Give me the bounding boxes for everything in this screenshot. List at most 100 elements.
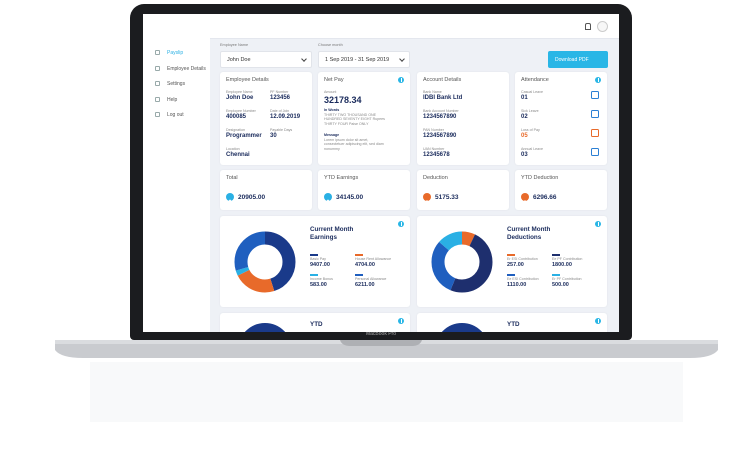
select-value: John Doe	[227, 57, 251, 63]
breakdown-title: Current Month Earnings	[310, 226, 354, 241]
legend-swatch	[355, 274, 363, 276]
legend-value: 500.00	[552, 282, 569, 288]
nav-item[interactable]: Settings	[167, 81, 186, 87]
arrow	[522, 200, 528, 205]
nav-item[interactable]: Help	[167, 96, 178, 103]
nav-item[interactable]: Log out	[167, 112, 184, 118]
donut-top	[435, 323, 489, 332]
legend-value: 1800.00	[552, 262, 572, 268]
field-value: 1234567890	[423, 133, 457, 139]
legend-swatch	[310, 274, 318, 276]
card-title: Attendance	[521, 77, 549, 83]
field-label: PAN Number	[423, 128, 444, 132]
breakdown-title: Current Month Deductions	[507, 226, 551, 241]
field-value: 12345678	[423, 152, 450, 158]
arrow	[424, 200, 430, 205]
legend-label: Ee PF Contribution	[552, 257, 583, 261]
ytd-card: YTD	[220, 313, 410, 332]
filter-label: Employee Name	[220, 43, 249, 47]
message-label: Message	[324, 133, 340, 137]
breakdown-card: Current Month Deductions Er ESI Contribut…	[417, 216, 607, 307]
nav-item[interactable]: Employee Details	[167, 65, 206, 72]
nav-icon	[155, 96, 160, 102]
summary-label: Total	[226, 175, 238, 181]
donut-chart	[234, 231, 296, 293]
field-value: John Doe	[226, 95, 254, 101]
field-value: Programmer	[226, 133, 262, 139]
legend-label: Basic Pay	[310, 257, 326, 261]
trend-icon	[423, 193, 431, 205]
info-dot	[400, 78, 402, 82]
ytd-title: YTD	[507, 321, 520, 328]
field-label: Employee Number	[226, 109, 256, 113]
message: Lorem ipsum dolor sit amet, consectetuer…	[324, 138, 384, 151]
donut-segment	[431, 231, 493, 293]
top-bar: zalaris	[143, 14, 619, 39]
summary-card: YTD Earnings 34145.00	[318, 170, 410, 210]
trend-icon	[521, 193, 529, 205]
legend-swatch	[552, 274, 560, 276]
chevron	[399, 56, 405, 62]
field-value: Chennai	[226, 152, 250, 158]
info-dot	[597, 222, 599, 226]
field-value: 03	[521, 152, 528, 158]
notification[interactable]	[585, 23, 591, 30]
legend-swatch	[552, 254, 560, 256]
info-dot	[597, 319, 599, 323]
arrow	[325, 199, 331, 204]
field-label: Designation	[226, 128, 245, 132]
legend-value: 4704.00	[355, 262, 375, 268]
attendance-icon	[591, 91, 599, 99]
legend-swatch	[507, 274, 515, 276]
info-icon[interactable]	[595, 77, 601, 83]
net-pay-card: Net Pay Amount 32178.34 In Words THIRTY TWO …	[318, 72, 410, 165]
field-label: PF Number	[270, 90, 289, 94]
nav-item[interactable]: Payslip	[167, 50, 184, 56]
trend-arrow	[227, 199, 233, 204]
amount: 32178.34	[324, 95, 362, 105]
info-dot	[597, 78, 599, 82]
donut-segment	[234, 231, 296, 293]
nav-icon	[155, 81, 160, 86]
info-icon[interactable]	[398, 221, 404, 227]
summary-label: Deduction	[423, 175, 448, 181]
legend-value: 6211.00	[355, 282, 375, 288]
summary-label: YTD Earnings	[324, 175, 359, 181]
field-label: Location	[226, 147, 240, 151]
field-value: 01	[521, 95, 528, 101]
legend-value: 1110.00	[507, 282, 527, 288]
field-value: 12.09.2019	[270, 114, 301, 120]
laptop-label: MacBook Pro	[365, 331, 396, 337]
info-icon[interactable]	[398, 318, 404, 324]
donut-segment	[234, 231, 296, 293]
info-icon[interactable]	[595, 221, 601, 227]
download-button[interactable]: Download PDF	[548, 51, 608, 68]
employee-details-card: Employee Details Employee Name John Doe PF …	[220, 72, 312, 165]
screen: zalaris Payslip Employee Details Settings H…	[143, 14, 619, 332]
summary-value: 20905.00	[238, 193, 266, 201]
summary-card: Deduction 5175.33	[417, 170, 509, 210]
field-label: Bank Account Number	[423, 109, 459, 113]
field-value: 123456	[270, 95, 291, 101]
field-label: Employee Name	[226, 90, 253, 94]
profile[interactable]	[597, 21, 608, 32]
donut-top	[238, 323, 292, 332]
field-label: UAN Number	[423, 147, 445, 151]
ytd-card: YTD	[417, 313, 607, 332]
field-label: Bank Name	[423, 90, 442, 94]
field-label: Payable Days	[270, 128, 293, 132]
info-icon[interactable]	[595, 318, 601, 324]
legend-swatch	[310, 254, 318, 256]
select[interactable]: 1 Sep 2019 - 31 Sep 2019	[318, 51, 410, 68]
legend-value: 583.00	[310, 282, 327, 288]
legend-swatch	[507, 254, 515, 256]
reflection	[90, 362, 683, 422]
select[interactable]: John Doe	[220, 51, 312, 68]
legend-label: House Rent Allowance	[355, 257, 392, 261]
attendance-icon	[591, 129, 599, 137]
info-icon[interactable]	[398, 77, 404, 83]
donut-chart	[431, 231, 493, 293]
field-label: Date of Join	[270, 109, 290, 113]
nav-icon	[155, 65, 160, 71]
